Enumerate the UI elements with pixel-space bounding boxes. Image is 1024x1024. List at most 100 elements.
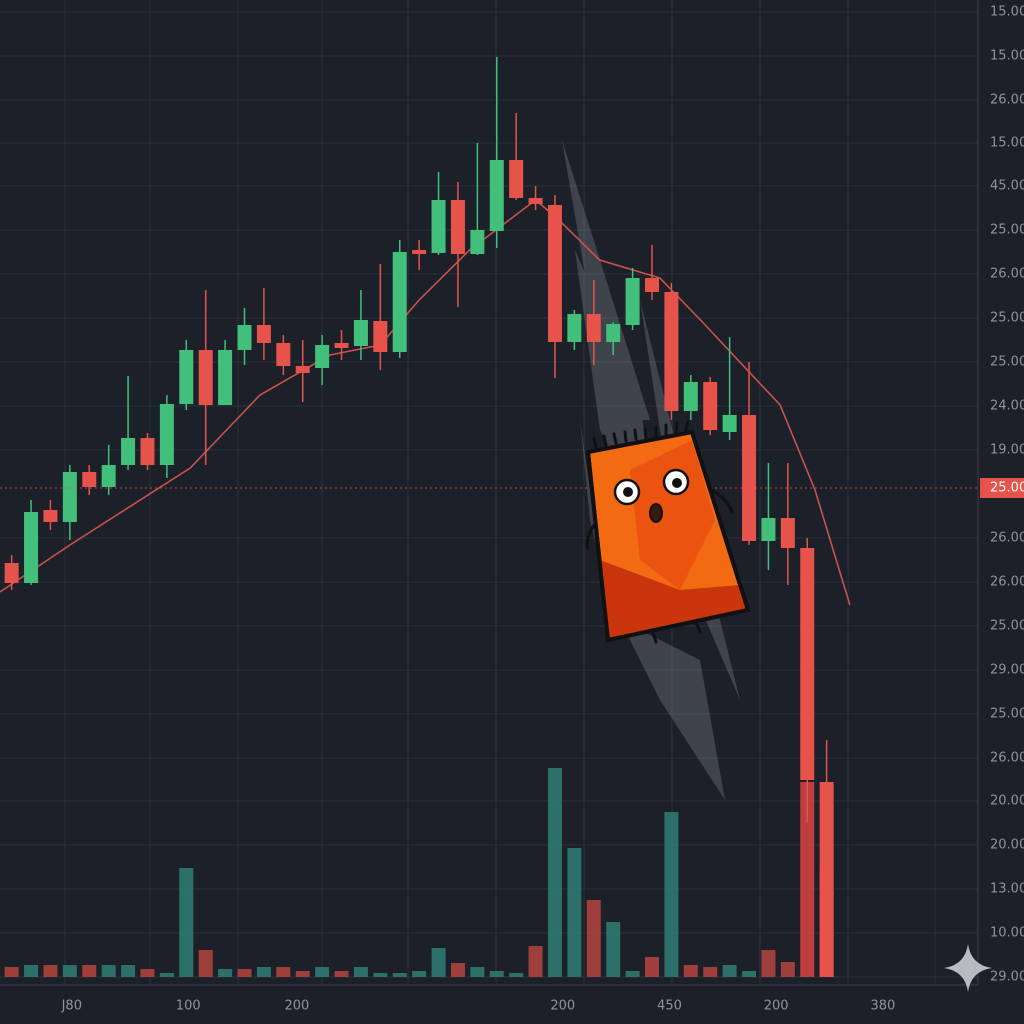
volume-bar: [159, 973, 174, 977]
volume-bar: [780, 962, 795, 977]
candle-body: [742, 415, 757, 541]
y-tick-label: 26.00: [990, 93, 1024, 108]
y-tick-label: 15.00: [990, 136, 1024, 151]
volume-bar: [101, 965, 116, 977]
candle-body: [218, 350, 233, 405]
volume-bar: [742, 971, 757, 977]
candle-body: [683, 382, 698, 411]
volume-bar: [179, 868, 194, 977]
volume-bar: [373, 973, 388, 977]
candle-body: [412, 250, 427, 254]
volume-bar: [470, 967, 485, 977]
y-tick-label: 20.00: [990, 838, 1024, 853]
candle-body: [489, 160, 504, 231]
candle-body: [159, 404, 174, 465]
y-tick-label: 25.00: [990, 707, 1024, 722]
volume-bar: [276, 967, 291, 977]
candle-body: [392, 252, 407, 352]
sparkle-icon: [944, 944, 992, 992]
y-tick-label: 25.00: [990, 311, 1024, 326]
volume-bar: [489, 971, 504, 977]
x-tick-label: 450: [657, 999, 682, 1014]
candle-body: [121, 438, 136, 465]
x-tick-label: 200: [764, 999, 789, 1014]
price-label: 25.00: [990, 481, 1024, 496]
character: [585, 420, 751, 644]
volume-bar: [606, 922, 621, 977]
volume-bar: [645, 957, 659, 977]
y-tick-label: 10.00: [990, 926, 1024, 941]
volume-bar: [431, 948, 446, 977]
candle-body: [353, 320, 368, 346]
candle-body: [819, 782, 834, 977]
candle-body: [43, 510, 58, 522]
candle-body: [645, 278, 659, 292]
y-tick-label: 26.00: [990, 575, 1024, 590]
y-tick-label: 29.00: [990, 663, 1024, 678]
volume-bar: [586, 900, 601, 977]
volume-bar: [683, 965, 698, 977]
volume-bar: [353, 967, 368, 977]
candle-body: [567, 314, 582, 342]
candle-body: [295, 366, 310, 373]
candle-body: [256, 325, 271, 343]
volume-bar: [82, 965, 97, 977]
candle-body: [703, 382, 718, 430]
y-tick-label: 15.00: [990, 5, 1024, 20]
y-tick-label: 26.00: [990, 751, 1024, 766]
candle-body: [237, 325, 252, 350]
candle-body: [606, 324, 621, 342]
volume-bar: [295, 971, 310, 977]
x-tick-label: 200: [284, 999, 309, 1014]
volume-bar: [703, 967, 718, 977]
volume-bar: [392, 973, 407, 977]
volume-bar: [567, 848, 582, 977]
candle-body: [179, 350, 194, 404]
candle-body: [509, 160, 524, 198]
candle-body: [101, 465, 116, 487]
y-tick-label: 25.00: [990, 355, 1024, 370]
volume-bar: [450, 963, 465, 977]
volume-bar: [800, 782, 815, 977]
volume-bar: [4, 967, 19, 977]
x-tick-label: 200: [550, 999, 575, 1014]
x-tick-label: J80: [61, 999, 82, 1014]
volume-bar: [43, 965, 58, 977]
candle-body: [528, 198, 543, 204]
y-tick-label: 19.00: [990, 443, 1024, 458]
candle-body: [664, 292, 679, 411]
y-tick-label: 29.00: [990, 970, 1024, 985]
volume-bar: [140, 969, 155, 977]
y-tick-label: 24.00: [990, 399, 1024, 414]
volume-bar: [121, 965, 136, 977]
volume-bar: [315, 967, 330, 977]
volume-bar: [722, 965, 737, 977]
y-tick-label: 25.00: [990, 619, 1024, 634]
y-tick-label: 25.00: [990, 223, 1024, 238]
candle-body: [800, 548, 815, 780]
volume-bar: [664, 812, 679, 977]
volume-bar: [237, 969, 252, 977]
volume-bar: [412, 971, 427, 977]
volume-bar: [218, 969, 233, 977]
candle-body: [625, 278, 640, 325]
candle-body: [470, 230, 485, 254]
volume-bar: [509, 973, 524, 977]
volume-bar: [334, 971, 349, 977]
candle-body: [4, 563, 19, 583]
y-tick-label: 13.00: [990, 882, 1024, 897]
candle-body: [431, 200, 446, 253]
candle-body: [547, 205, 562, 342]
candle-body: [450, 200, 465, 254]
y-tick-label: 45.00: [990, 179, 1024, 194]
candle-body: [722, 415, 737, 432]
volume-bar: [761, 950, 776, 977]
volume-bar: [528, 946, 543, 977]
y-tick-label: 26.00: [990, 267, 1024, 282]
candle-body: [82, 472, 97, 487]
candle-body: [140, 438, 155, 465]
x-tick-label: 380: [871, 999, 896, 1014]
y-tick-label: 15.00: [990, 49, 1024, 64]
